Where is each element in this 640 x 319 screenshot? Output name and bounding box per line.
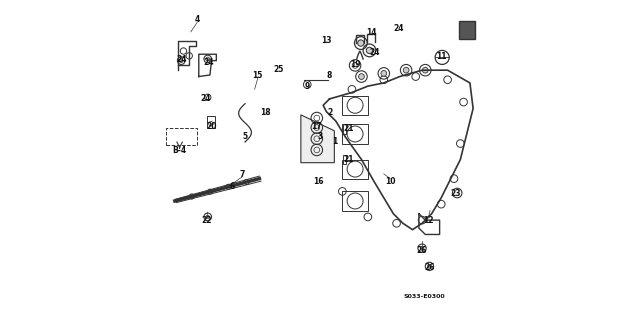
Text: 16: 16 — [313, 177, 324, 186]
Circle shape — [358, 74, 364, 79]
Bar — [342, 160, 368, 179]
FancyBboxPatch shape — [459, 21, 475, 39]
Circle shape — [206, 57, 210, 61]
Text: 11: 11 — [436, 52, 447, 61]
Circle shape — [189, 194, 195, 199]
Text: 10: 10 — [385, 177, 396, 186]
Text: 26: 26 — [417, 246, 428, 255]
Text: 26: 26 — [424, 263, 435, 272]
Circle shape — [207, 189, 212, 194]
Text: 18: 18 — [260, 108, 271, 117]
Text: 19: 19 — [350, 60, 360, 69]
Text: 21: 21 — [344, 155, 354, 164]
Text: 20: 20 — [206, 122, 217, 131]
Text: 8: 8 — [327, 71, 332, 80]
Text: 14: 14 — [366, 28, 376, 37]
Text: 24: 24 — [369, 48, 380, 57]
Text: 17: 17 — [311, 122, 321, 131]
Text: 7: 7 — [239, 170, 244, 179]
Text: 12: 12 — [423, 216, 434, 225]
Circle shape — [226, 184, 231, 189]
Bar — [343, 124, 346, 134]
Text: 2: 2 — [327, 108, 332, 117]
Circle shape — [358, 40, 364, 46]
Text: S033-E0300: S033-E0300 — [404, 293, 445, 299]
Text: 24: 24 — [176, 56, 186, 64]
Circle shape — [206, 215, 209, 219]
Text: 24: 24 — [200, 94, 211, 103]
Text: 22: 22 — [202, 216, 212, 225]
Circle shape — [381, 70, 387, 76]
Circle shape — [366, 47, 372, 54]
Circle shape — [420, 246, 424, 250]
Text: 6: 6 — [230, 182, 235, 191]
Polygon shape — [301, 115, 334, 163]
Circle shape — [422, 67, 428, 73]
Text: 3: 3 — [317, 132, 323, 141]
Bar — [342, 96, 368, 115]
Text: 15: 15 — [253, 71, 263, 80]
Text: B-4: B-4 — [173, 146, 187, 155]
Circle shape — [179, 59, 183, 63]
Bar — [342, 191, 368, 211]
Text: 5: 5 — [243, 132, 248, 141]
Circle shape — [428, 264, 431, 268]
Text: 13: 13 — [321, 36, 332, 45]
Bar — [343, 155, 346, 164]
Bar — [166, 128, 196, 145]
Circle shape — [403, 67, 409, 73]
Text: 1: 1 — [332, 137, 337, 146]
Text: FR.: FR. — [460, 26, 474, 35]
Text: 4: 4 — [195, 15, 200, 24]
Text: 23: 23 — [451, 189, 461, 198]
Text: 25: 25 — [273, 65, 284, 74]
Text: 9: 9 — [305, 82, 310, 91]
Text: 24: 24 — [203, 58, 214, 67]
Bar — [342, 124, 368, 144]
Text: 21: 21 — [344, 124, 354, 133]
Bar — [207, 116, 215, 128]
Text: 24: 24 — [393, 24, 403, 33]
Circle shape — [244, 179, 249, 184]
